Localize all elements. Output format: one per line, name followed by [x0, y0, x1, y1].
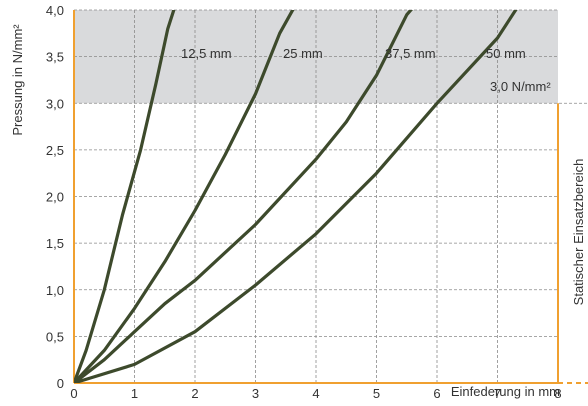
y-tick-label: 0 — [57, 376, 64, 391]
y-tick-label: 1,5 — [46, 236, 64, 251]
series-label-3: 37,5 mm — [385, 46, 436, 61]
y-tick-label: 3,5 — [46, 50, 64, 65]
x-tick-label: 8 — [554, 386, 561, 401]
x-axis-title: Einfederung in mm — [451, 384, 560, 399]
x-tick-label: 1 — [131, 386, 138, 401]
y-tick-label: 0,5 — [46, 329, 64, 344]
y-tick-label: 2,5 — [46, 143, 64, 158]
x-tick-label: 7 — [494, 386, 501, 401]
series-line-4 — [74, 10, 518, 383]
x-tick-label: 0 — [70, 386, 77, 401]
x-tick-label: 5 — [373, 386, 380, 401]
region-label: Statischer Einsatzbereich — [571, 159, 586, 306]
x-tick-label: 4 — [312, 386, 319, 401]
x-tick-label: 6 — [433, 386, 440, 401]
y-tick-label: 2,0 — [46, 190, 64, 205]
y-tick-label: 1,0 — [46, 283, 64, 298]
series-label-1: 12,5 mm — [181, 46, 232, 61]
limit-label: 3,0 N/mm² — [490, 79, 551, 94]
y-axis-title: Pressung in N/mm² — [10, 24, 25, 136]
series-line-2 — [74, 10, 295, 383]
x-tick-label: 3 — [252, 386, 259, 401]
y-tick-label: 4,0 — [46, 3, 64, 18]
x-tick-label: 2 — [191, 386, 198, 401]
series-label-2: 25 mm — [283, 46, 323, 61]
series-line-3 — [74, 10, 413, 383]
y-tick-label: 3,0 — [46, 96, 64, 111]
series-label-4: 50 mm — [486, 46, 526, 61]
series-line-1 — [74, 10, 176, 383]
